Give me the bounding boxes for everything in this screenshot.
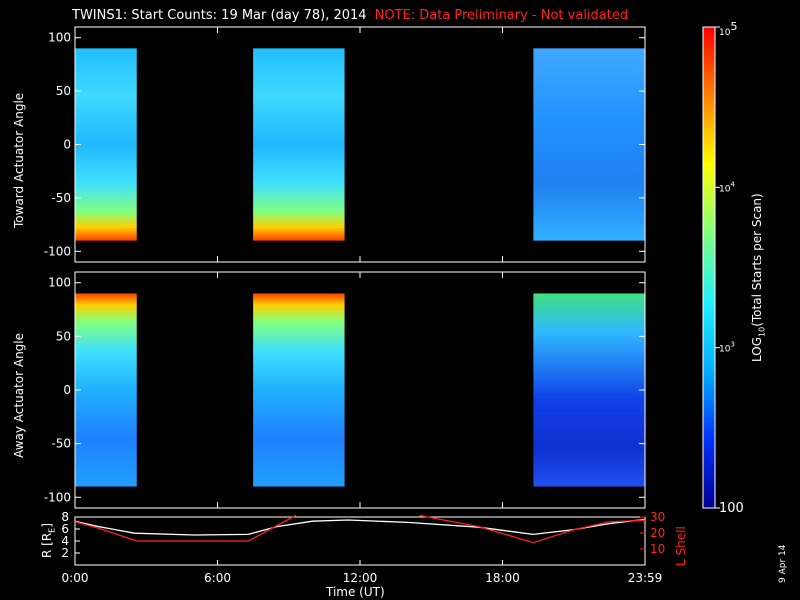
heatmap-block <box>75 293 137 487</box>
r-label-close: ] <box>40 523 54 528</box>
y-tick-label: 0 <box>63 138 71 152</box>
chart-title: TWINS1: Start Counts: 19 Mar (day 78), 2… <box>72 8 628 23</box>
colorbar-tick-exponent: 4 <box>730 180 735 188</box>
away-angle-axis-label: Away Actuator Angle <box>12 332 26 458</box>
y-tick-label: 100 <box>48 276 71 290</box>
colorbar-label-rest: (Total Starts per Scan) <box>750 193 764 327</box>
lshell-tick-label: 30 <box>650 510 665 524</box>
time-tick-label: 0:00 <box>62 571 89 585</box>
heatmap-block <box>253 293 345 487</box>
toward-angle-axis-label: Toward Actuator Angle <box>12 92 26 228</box>
y-tick-label: -50 <box>51 437 71 451</box>
lshell-line <box>74 514 297 542</box>
heatmap-block <box>253 48 345 241</box>
colorbar-label-sub: 10 <box>757 326 767 337</box>
time-tick-label: 18:00 <box>485 571 520 585</box>
heatmap-block <box>75 48 137 241</box>
r-label-text: R [R <box>40 532 54 558</box>
colorbar-tick-label: 105 <box>719 20 737 38</box>
time-tick-label: 23:59 <box>628 571 663 585</box>
lshell-line-2 <box>419 514 646 544</box>
colorbar-label-text: LOG <box>750 336 764 362</box>
time-axis-label: Time (UT) <box>326 585 385 599</box>
r-distance-line <box>74 518 646 536</box>
y-tick-label: 0 <box>63 383 71 397</box>
y-tick-label: 100 <box>48 31 71 45</box>
heatmap-block <box>533 293 645 487</box>
r-tick-label: 8 <box>61 510 69 524</box>
y-tick-label: -100 <box>44 244 71 258</box>
colorbar-tick-label: 104 <box>719 180 735 194</box>
y-tick-label: 50 <box>56 329 71 343</box>
colorbar-tick-exponent: 3 <box>730 341 734 349</box>
time-tick-label: 12:00 <box>343 571 378 585</box>
title-text: TWINS1: Start Counts: 19 Mar (day 78), 2… <box>72 8 367 23</box>
colorbar <box>702 26 716 509</box>
lshell-tick-label: 20 <box>650 526 665 540</box>
r-axis-label: R [RE] <box>40 523 56 558</box>
y-tick-label: 50 <box>56 84 71 98</box>
heatmap-block <box>533 48 645 241</box>
colorbar-label: LOG10(Total Starts per Scan) <box>750 193 766 362</box>
y-tick-label: -50 <box>51 191 71 205</box>
r-tick-label: 4 <box>61 534 69 548</box>
lshell-axis-label: L Shell <box>674 526 688 566</box>
colorbar-tick-label: 100 <box>719 501 744 516</box>
r-tick-label: 2 <box>61 546 69 560</box>
r-tick-label: 6 <box>61 522 69 536</box>
y-tick-label: -100 <box>44 490 71 504</box>
colorbar-tick-label: 103 <box>719 341 735 355</box>
r-label-sub: E <box>47 527 57 533</box>
date-stamp: 9 Apr 14 <box>778 544 788 583</box>
time-tick-label: 6:00 <box>204 571 231 585</box>
preliminary-note: NOTE: Data Preliminary - Not validated <box>374 8 629 23</box>
lshell-tick-label: 10 <box>650 542 665 556</box>
colorbar-tick-exponent: 5 <box>730 20 737 33</box>
